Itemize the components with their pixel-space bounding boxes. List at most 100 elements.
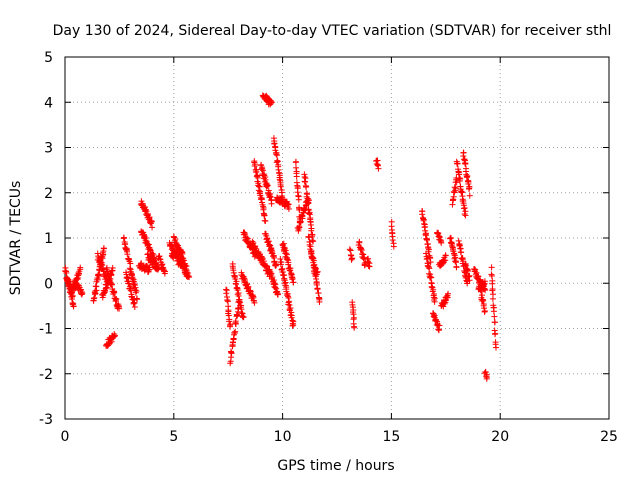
- data-point: [455, 237, 462, 244]
- data-point: [162, 268, 169, 275]
- y-tick-label: 3: [44, 141, 53, 157]
- data-point: [70, 303, 77, 310]
- y-tick-label: -3: [39, 412, 53, 428]
- data-point: [455, 171, 462, 178]
- data-point: [229, 339, 236, 346]
- data-point: [228, 350, 235, 357]
- data-point: [462, 261, 469, 268]
- data-point: [268, 99, 275, 106]
- data-point: [251, 161, 258, 168]
- data-point: [295, 196, 302, 203]
- data-point: [358, 247, 365, 254]
- data-point: [290, 321, 297, 328]
- data-point: [296, 205, 303, 212]
- data-point: [483, 374, 490, 381]
- data-point: [77, 264, 84, 271]
- y-tick-label: 4: [44, 95, 53, 111]
- data-point: [271, 254, 278, 261]
- data-point: [232, 328, 239, 335]
- data-point: [375, 165, 382, 172]
- tick-labels: 0 5 10 15 20 25 -3 -2 -1 0 1 2 3 4 5: [39, 50, 618, 445]
- data-point: [307, 243, 314, 250]
- data-point: [274, 291, 281, 298]
- data-point: [462, 274, 469, 281]
- data-point: [224, 297, 231, 304]
- data-point: [460, 149, 467, 156]
- data-point: [374, 162, 381, 169]
- data-point: [466, 185, 473, 192]
- data-point: [254, 174, 261, 181]
- data-point: [351, 314, 358, 321]
- data-point: [149, 224, 156, 231]
- data-point: [267, 194, 274, 201]
- data-point: [449, 201, 456, 208]
- data-point: [268, 100, 275, 107]
- data-point: [431, 290, 438, 297]
- data-point: [461, 210, 468, 217]
- data-point: [253, 166, 260, 173]
- data-point: [226, 316, 233, 323]
- data-point: [95, 273, 102, 280]
- data-point: [292, 158, 299, 165]
- data-point: [428, 284, 435, 291]
- data-point: [240, 314, 247, 321]
- data-point: [346, 246, 353, 253]
- data-point: [273, 151, 280, 158]
- y-tick-label: 2: [44, 186, 53, 202]
- data-point: [262, 218, 269, 225]
- data-point: [492, 331, 499, 338]
- data-point: [422, 223, 429, 230]
- data-point: [305, 206, 312, 213]
- data-point: [481, 307, 488, 314]
- data-point: [453, 264, 460, 271]
- data-point: [314, 285, 321, 292]
- data-point: [132, 287, 139, 294]
- data-point: [365, 262, 372, 269]
- data-point: [493, 344, 500, 351]
- data-point: [294, 183, 301, 190]
- data-point: [251, 299, 258, 306]
- data-point: [156, 253, 163, 260]
- data-point: [450, 196, 457, 203]
- data-point: [285, 205, 292, 212]
- data-point: [260, 258, 267, 265]
- data-point: [489, 280, 496, 287]
- data-point: [120, 234, 127, 241]
- data-point: [313, 280, 320, 287]
- data-point: [278, 266, 285, 273]
- data-point: [131, 304, 138, 311]
- data-point: [296, 224, 303, 231]
- data-point: [481, 278, 488, 285]
- chart-title: Day 130 of 2024, Sidereal Day-to-day VTE…: [53, 23, 612, 39]
- data-point: [282, 247, 289, 254]
- data-point: [479, 292, 486, 299]
- data-point: [227, 323, 234, 330]
- data-point: [270, 135, 277, 142]
- data-point: [108, 338, 115, 345]
- data-point: [159, 264, 166, 271]
- data-point: [454, 160, 461, 167]
- data-point: [223, 290, 230, 297]
- data-point: [264, 182, 271, 189]
- data-point: [283, 250, 290, 257]
- data-point: [452, 185, 459, 192]
- data-point: [461, 204, 468, 211]
- data-point: [234, 312, 241, 319]
- x-axis-label: GPS time / hours: [277, 458, 394, 474]
- data-point: [350, 311, 357, 318]
- data-point: [91, 294, 98, 301]
- data-point: [102, 289, 109, 296]
- data-point: [255, 180, 262, 187]
- data-point: [78, 288, 85, 295]
- x-tick-label: 0: [61, 429, 70, 445]
- data-point: [127, 287, 134, 294]
- data-point: [480, 297, 487, 304]
- y-axis-label: SDTVAR / TECUs: [8, 181, 24, 296]
- data-point: [113, 295, 120, 302]
- x-tick-label: 10: [274, 429, 292, 445]
- data-point: [276, 176, 283, 183]
- data-point: [71, 278, 78, 285]
- data-point: [427, 271, 434, 278]
- data-point: [389, 237, 396, 244]
- data-points: [62, 92, 500, 382]
